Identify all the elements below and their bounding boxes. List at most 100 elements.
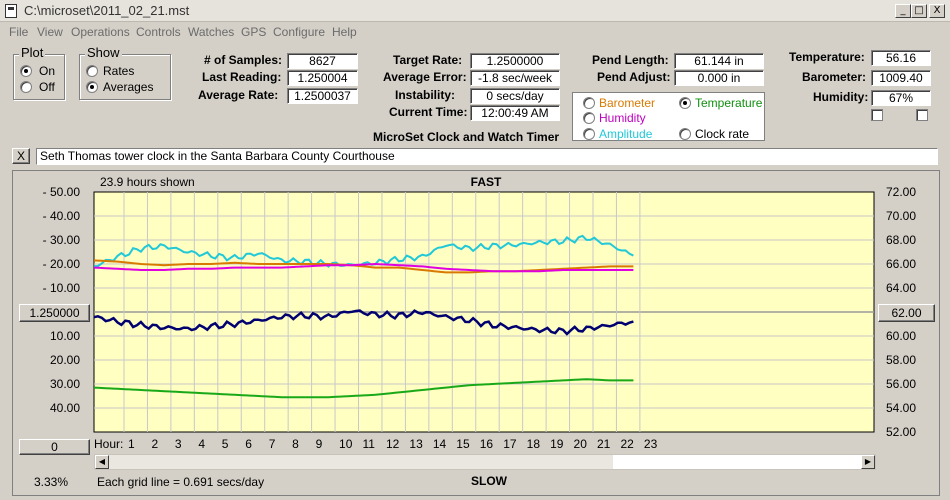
scroll-thumb[interactable] [613,455,863,469]
maximize-button[interactable]: □ [911,4,927,18]
menu-file[interactable]: File [9,25,29,39]
right-tick-label: 60.00 [886,329,916,343]
left-tick-label: 30.00 [50,377,80,391]
x-tick-label: 21 [597,437,611,451]
temperature-radio[interactable] [679,97,691,109]
window-title: C:\microset\2011_02_21.mst [24,3,190,18]
amplitude-radio[interactable] [583,128,595,140]
option-checkbox-1[interactable] [871,109,883,121]
series-lines [93,234,634,399]
last-reading-value: 1.250004 [287,70,358,86]
right-tick-label: 72.00 [886,185,916,199]
app-icon [5,4,17,18]
plot-on-label: On [39,64,56,78]
show-group-title: Show [85,45,122,60]
amplitude-option-label: Amplitude [599,127,653,141]
left-tick-label: - 30.00 [43,233,81,247]
option-checkbox-2[interactable] [916,109,928,121]
menu-controls[interactable]: Controls [136,25,181,39]
x-tick-label: 23 [644,437,658,451]
show-averages-radio[interactable] [86,81,98,93]
last-reading-label: Last Reading: [202,70,282,84]
clock-rate-option-label: Clock rate [695,127,750,141]
menu-view[interactable]: View [37,25,63,39]
scroll-left-arrow[interactable]: ◀ [95,455,109,469]
x-tick-label: 18 [527,437,541,451]
target-rate-label: Target Rate: [393,53,463,67]
pend-length-label: Pend Length: [592,53,669,67]
barometer-label: Barometer: [802,70,867,84]
menu-help[interactable]: Help [332,25,357,39]
x-tick-label: 10 [339,437,353,451]
chart: 23.9 hours shown FAST - 50.00 - 40.00 - 30… [43,175,917,451]
temperature-option-label: Temperature [695,96,763,110]
left-axis-ticks: - 50.00 - 40.00 - 30.00 - 20.00 - 10.00 10.00… [43,185,81,415]
fast-label: FAST [471,175,502,189]
series-line-clock-rate [93,309,634,336]
right-tick-label: 66.00 [886,257,916,271]
series-line-temperature [93,378,634,399]
plot-off-radio[interactable] [20,81,32,93]
left-tick-label: - 40.00 [43,209,81,223]
menu-operations[interactable]: Operations [71,25,130,39]
menu-watches[interactable]: Watches [188,25,235,39]
humidity-radio[interactable] [583,112,595,124]
plot-on-radio[interactable] [20,65,32,77]
x-tick-label: 13 [409,437,423,451]
right-axis-ticks: 72.00 70.00 68.00 66.00 64.00 60.00 58.00 56.00… [886,185,916,439]
series-line-barometer [93,259,634,274]
clock-rate-radio[interactable] [679,128,691,140]
x-tick-label: 14 [433,437,447,451]
pend-adjust-label: Pend Adjust: [597,70,671,84]
menu-bar: File View Operations Controls Watches GP… [0,22,950,42]
x-tick-label: 17 [503,437,517,451]
average-rate-label: Average Rate: [198,88,279,102]
x-tick-label: 16 [480,437,494,451]
menu-configure[interactable]: Configure [273,25,326,39]
series-select-box [572,92,765,141]
x-tick-label: 7 [269,437,276,451]
menu-gps[interactable]: GPS [241,25,267,39]
right-tick-label: 64.00 [886,281,916,295]
scroll-right-arrow[interactable]: ▶ [861,455,875,469]
x-axis-label: Hour: [94,437,123,451]
grid-note: Each grid line = 0.691 secs/day [97,475,265,489]
x-tick-label: 4 [198,437,205,451]
offset-button[interactable]: 0 [19,439,90,455]
show-rates-radio[interactable] [86,65,98,77]
left-tick-label: - 50.00 [43,185,81,199]
right-tick-label: 52.00 [886,425,916,439]
instability-label: Instability: [395,88,456,102]
clear-description-button[interactable]: X [12,148,30,164]
x-axis-ticks: Hour: 1 2 3 4 5 6 7 8 9 10 11 12 13 14 15 16 17 18 19 20 21 22… [94,437,658,451]
left-tick-label: - 10.00 [43,281,81,295]
hours-shown-label: 23.9 hours shown [100,175,195,189]
left-tick-label: 40.00 [50,401,80,415]
barometer-radio[interactable] [583,97,595,109]
target-rate-value: 1.2500000 [470,53,560,69]
average-error-label: Average Error: [383,70,467,84]
plot-off-label: Off [39,80,55,94]
barometer-value: 1009.40 [871,70,931,86]
x-tick-label: 3 [175,437,182,451]
temperature-value: 56.16 [871,50,931,66]
close-button[interactable]: X [929,4,945,18]
current-time-value: 12:00:49 AM [470,105,560,121]
time-scrollbar[interactable]: ◀ ▶ [94,454,876,470]
left-tick-label: 20.00 [50,353,80,367]
right-axis-button[interactable]: 62.00 [878,304,935,322]
left-tick-label: - 20.00 [43,257,81,271]
description-input[interactable]: Seth Thomas tower clock in the Santa Bar… [36,148,938,165]
minimize-button[interactable]: _ [895,4,911,18]
series-line-humidity [93,262,634,273]
x-tick-label: 9 [316,437,323,451]
x-tick-label: 22 [620,437,634,451]
x-tick-label: 20 [574,437,588,451]
x-tick-label: 5 [222,437,229,451]
right-tick-label: 56.00 [886,377,916,391]
show-rates-label: Rates [103,64,135,78]
x-tick-label: 1 [128,437,135,451]
center-rate-button[interactable]: 1.250000 [19,304,90,322]
x-tick-label: 2 [151,437,158,451]
humidity-option-label: Humidity [599,111,646,125]
